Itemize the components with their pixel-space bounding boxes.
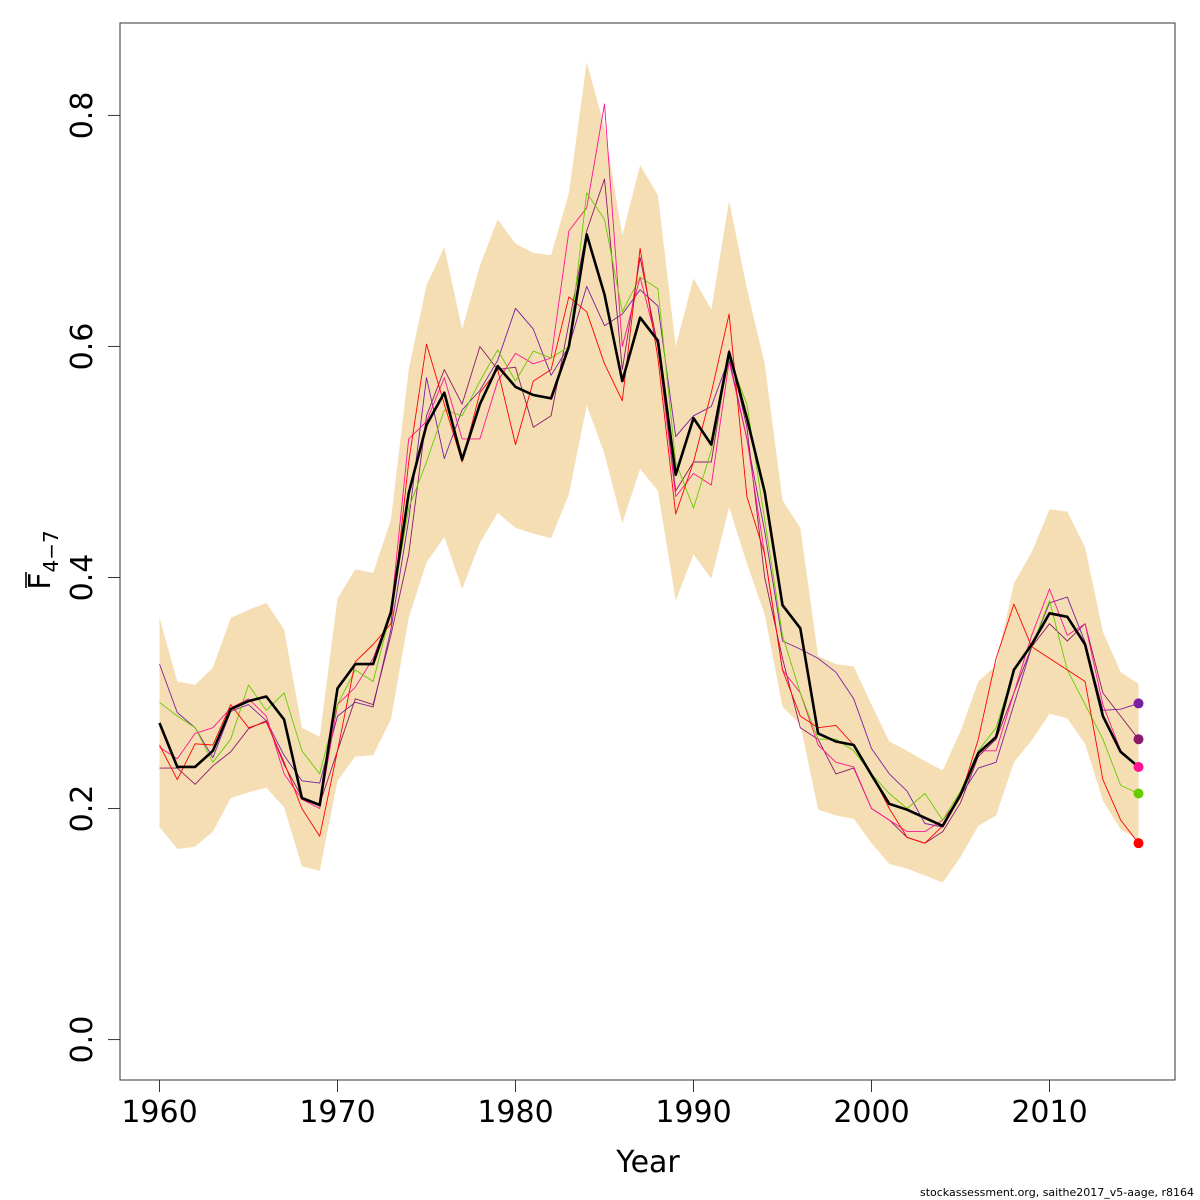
plot-area xyxy=(158,62,1144,883)
x-tick-label: 1980 xyxy=(477,1095,553,1130)
y-tick-label: 0.4 xyxy=(65,554,100,602)
y-axis-title-main: F xyxy=(23,572,58,589)
footer-credit: stockassessment.org, saithe2017_v5-aage,… xyxy=(920,1186,1194,1199)
series-line-main xyxy=(158,233,1140,828)
end-point-green xyxy=(1133,788,1144,799)
end-point-darkmagenta xyxy=(1133,734,1144,745)
confidence-band xyxy=(159,62,1139,883)
series-line-red xyxy=(159,247,1139,844)
y-tick-label: 0.6 xyxy=(65,323,100,371)
end-point-purple xyxy=(1133,698,1144,709)
svg-text:F4−7: F4−7 xyxy=(23,530,63,589)
x-tick-label: 1970 xyxy=(299,1095,375,1130)
y-axis-title: F4−7 xyxy=(23,530,63,589)
series-line-purple xyxy=(159,285,1139,828)
x-tick-label: 2010 xyxy=(1011,1095,1087,1130)
x-axis: 1960 1970 1980 1990 2000 2010 xyxy=(121,1079,1088,1130)
y-axis-title-subscript: 4−7 xyxy=(39,530,63,572)
y-tick-label: 0.0 xyxy=(65,1016,100,1064)
x-tick-label: 2000 xyxy=(833,1095,909,1130)
x-tick-label: 1990 xyxy=(655,1095,731,1130)
y-tick-label: 0.8 xyxy=(65,92,100,140)
x-tick-label: 1960 xyxy=(121,1095,197,1130)
end-point-magenta xyxy=(1133,761,1144,772)
y-axis: 0.0 0.2 0.4 0.6 0.8 xyxy=(65,92,121,1064)
y-tick-label: 0.2 xyxy=(65,785,100,833)
x-axis-title: Year xyxy=(615,1145,680,1180)
end-point-red xyxy=(1133,838,1144,849)
